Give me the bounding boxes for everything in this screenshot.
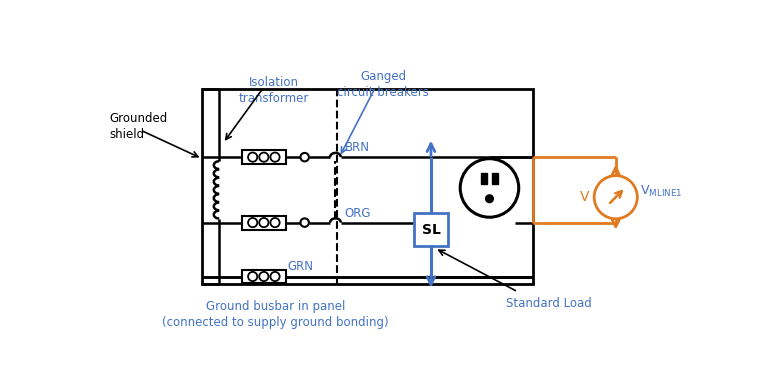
Text: Ground busbar in panel
(connected to supply ground bonding): Ground busbar in panel (connected to sup… (162, 299, 389, 328)
Bar (414, 212, 448, 247)
Text: $\mathregular{V_{MLINE1}}$: $\mathregular{V_{MLINE1}}$ (641, 183, 683, 199)
Circle shape (271, 218, 280, 227)
Circle shape (248, 218, 258, 227)
Circle shape (248, 152, 258, 162)
Circle shape (486, 195, 493, 203)
Circle shape (301, 218, 309, 227)
Bar (241, 216, 286, 230)
Text: SL: SL (422, 223, 440, 236)
Circle shape (460, 159, 519, 217)
Text: Isolation
transformer: Isolation transformer (239, 76, 309, 105)
Text: ORG: ORG (345, 207, 371, 220)
Bar (481, 173, 487, 184)
Text: Standard Load: Standard Load (507, 297, 592, 310)
Circle shape (259, 218, 268, 227)
Circle shape (259, 152, 268, 162)
Bar (241, 150, 286, 164)
Circle shape (301, 153, 309, 162)
Text: V: V (581, 190, 590, 204)
Circle shape (271, 152, 280, 162)
Text: Ganged
circuit breakers: Ganged circuit breakers (337, 70, 429, 99)
Bar (202, 89, 534, 284)
Circle shape (259, 272, 268, 281)
Bar (241, 270, 286, 283)
Text: Grounded
shield: Grounded shield (109, 113, 167, 142)
Text: GRN: GRN (287, 260, 313, 274)
Text: BRN: BRN (345, 141, 370, 154)
Circle shape (594, 176, 638, 219)
Circle shape (271, 272, 280, 281)
Circle shape (248, 272, 258, 281)
Bar (492, 173, 498, 184)
